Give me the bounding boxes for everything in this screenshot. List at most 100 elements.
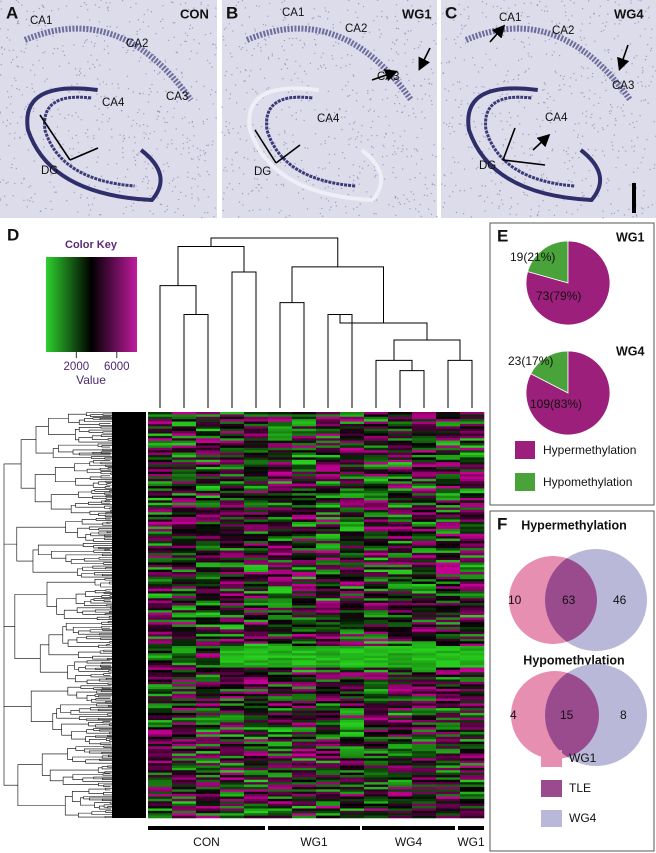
heatmap-cell — [292, 484, 316, 487]
cell-dot — [411, 156, 412, 157]
heatmap-cell — [412, 443, 436, 446]
heatmap-cell — [220, 467, 244, 470]
heatmap-cell — [436, 608, 460, 611]
heatmap-cell — [364, 491, 388, 494]
heatmap-cell — [220, 455, 244, 458]
heatmap-cell — [172, 508, 196, 511]
heatmap-cell — [220, 548, 244, 551]
heatmap-cell — [244, 768, 268, 771]
heatmap-cell — [364, 577, 388, 580]
cell-dot — [307, 208, 308, 209]
heatmap-cell — [460, 639, 484, 642]
heatmap-cell — [388, 610, 412, 613]
cell-dot — [198, 159, 199, 160]
cell-dot — [98, 129, 99, 130]
cell-dot — [573, 2, 574, 3]
heatmap-cell — [172, 594, 196, 597]
heatmap-cell — [220, 610, 244, 613]
cell-dot — [58, 140, 59, 141]
cell-dot — [637, 76, 638, 77]
heatmap-cell — [196, 622, 220, 625]
heatmap-cell — [412, 758, 436, 761]
cell-dot — [648, 6, 649, 7]
heatmap-cell — [244, 651, 268, 654]
cell-dot — [400, 204, 401, 205]
heatmap-cell — [220, 775, 244, 778]
heatmap-cell — [268, 691, 292, 694]
heatmap-cell — [388, 739, 412, 742]
cell-dot — [406, 74, 407, 75]
heatmap-cell — [148, 656, 172, 659]
cell-dot — [302, 47, 303, 48]
heatmap-cell — [292, 677, 316, 680]
cell-dot — [407, 156, 408, 157]
heatmap-cell — [172, 785, 196, 788]
cell-dot — [53, 158, 54, 159]
cell-dot — [617, 210, 618, 211]
venn-count: 46 — [613, 593, 627, 607]
heatmap-cell — [436, 646, 460, 649]
cell-dot — [87, 197, 88, 198]
heatmap-cell — [340, 785, 364, 788]
cell-dot — [111, 129, 112, 130]
heatmap-cell — [268, 455, 292, 458]
heatmap-cell — [388, 546, 412, 549]
cell-dot — [555, 72, 556, 73]
cell-dot — [590, 117, 591, 118]
heatmap-cell — [196, 632, 220, 635]
heatmap-cell — [172, 794, 196, 797]
heatmap-cell — [244, 598, 268, 601]
heatmap-cell — [148, 445, 172, 448]
cell-dot — [185, 195, 186, 196]
heatmap-cell — [268, 703, 292, 706]
heatmap-cell — [196, 515, 220, 518]
heatmap-cell — [292, 508, 316, 511]
heatmap-cell — [148, 682, 172, 685]
heatmap-cell — [364, 486, 388, 489]
heatmap-cell — [460, 754, 484, 757]
heatmap-cell — [172, 529, 196, 532]
cell-dot — [307, 148, 308, 149]
heatmap-cell — [220, 725, 244, 728]
cell-dot — [226, 170, 227, 171]
heatmap-cell — [436, 431, 460, 434]
cell-dot — [547, 107, 548, 108]
heatmap-cell — [292, 510, 316, 513]
heatmap-cell — [244, 627, 268, 630]
cell-dot — [391, 48, 392, 49]
cell-dot — [580, 92, 581, 93]
heatmap-cell — [220, 658, 244, 661]
heatmap-cell — [148, 768, 172, 771]
cell-dot — [104, 40, 105, 41]
heatmap-cell — [460, 441, 484, 444]
cell-dot — [643, 195, 644, 196]
cell-dot — [256, 187, 257, 188]
heatmap-cell — [220, 429, 244, 432]
cell-dot — [432, 72, 433, 73]
heatmap-cell — [316, 636, 340, 639]
heatmap-cell — [292, 646, 316, 649]
heatmap-cell — [340, 804, 364, 807]
cell-dot — [340, 67, 341, 68]
heatmap-cell — [172, 479, 196, 482]
cell-dot — [71, 155, 72, 156]
heatmap-cell — [412, 577, 436, 580]
heatmap-cell — [388, 758, 412, 761]
heatmap-cell — [244, 663, 268, 666]
heatmap-cell — [364, 536, 388, 539]
heatmap-cell — [316, 675, 340, 678]
cell-dot — [19, 138, 20, 139]
heatmap-cell — [436, 792, 460, 795]
heatmap-cell — [268, 598, 292, 601]
heatmap-cell — [196, 725, 220, 728]
heatmap-cell — [364, 510, 388, 513]
heatmap-cell — [148, 500, 172, 503]
heatmap-cell — [268, 553, 292, 556]
heatmap-cell — [364, 636, 388, 639]
cell-dot — [236, 102, 237, 103]
heatmap-cell — [436, 441, 460, 444]
cell-dot — [62, 51, 63, 52]
heatmap-cell — [244, 586, 268, 589]
cell-dot — [168, 166, 169, 167]
heatmap-cell — [220, 443, 244, 446]
